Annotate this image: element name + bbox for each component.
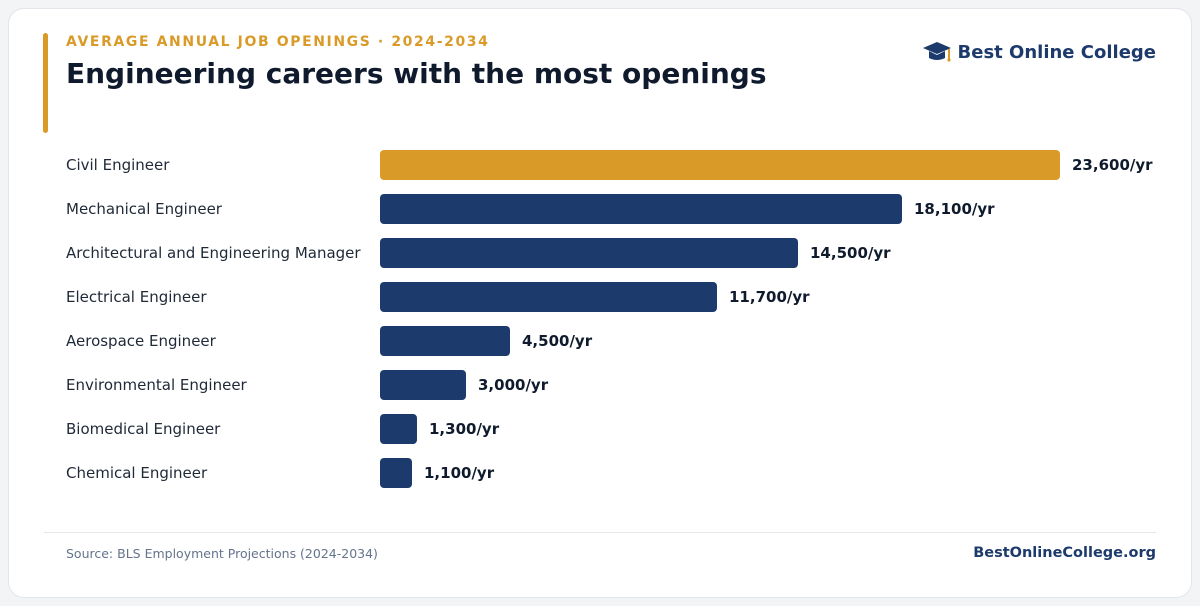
chart-title: Engineering careers with the most openin… (66, 57, 767, 90)
bar-civil-engineer (380, 150, 1060, 180)
value-label-aerospace-engineer: 4,500/yr (522, 332, 593, 350)
category-label-environmental-engineer: Environmental Engineer (66, 376, 247, 394)
value-label-environmental-engineer: 3,000/yr (478, 376, 549, 394)
source-note: Source: BLS Employment Projections (2024… (66, 546, 378, 561)
value-label-civil-engineer: 23,600/yr (1072, 156, 1153, 174)
site-link[interactable]: BestOnlineCollege.org (973, 545, 1156, 561)
graduation-cap-icon (922, 42, 951, 62)
value-label-chemical-engineer: 1,100/yr (424, 464, 495, 482)
bar-aerospace-engineer (380, 326, 510, 356)
bar-biomedical-engineer (380, 414, 417, 444)
category-label-mechanical-engineer: Mechanical Engineer (66, 200, 222, 218)
bar-chemical-engineer (380, 458, 412, 488)
brand-logo: Best Online College (922, 41, 1156, 63)
bar-environmental-engineer (380, 370, 466, 400)
category-label-aerospace-engineer: Aerospace Engineer (66, 332, 216, 350)
chart-subtitle: AVERAGE ANNUAL JOB OPENINGS · 2024-2034 (66, 34, 490, 50)
category-label-biomedical-engineer: Biomedical Engineer (66, 420, 221, 438)
category-label-architectural-and-engineering-manager: Architectural and Engineering Manager (66, 244, 361, 262)
value-label-mechanical-engineer: 18,100/yr (914, 200, 995, 218)
accent-bar (43, 33, 48, 133)
value-label-electrical-engineer: 11,700/yr (729, 288, 810, 306)
brand-name: Best Online College (957, 41, 1156, 63)
value-label-architectural-and-engineering-manager: 14,500/yr (810, 244, 891, 262)
category-label-electrical-engineer: Electrical Engineer (66, 288, 207, 306)
footer-divider (44, 532, 1156, 533)
bar-electrical-engineer (380, 282, 717, 312)
category-label-chemical-engineer: Chemical Engineer (66, 464, 208, 482)
bar-mechanical-engineer (380, 194, 902, 224)
bar-architectural-and-engineering-manager (380, 238, 798, 268)
value-label-biomedical-engineer: 1,300/yr (429, 420, 500, 438)
category-label-civil-engineer: Civil Engineer (66, 156, 170, 174)
